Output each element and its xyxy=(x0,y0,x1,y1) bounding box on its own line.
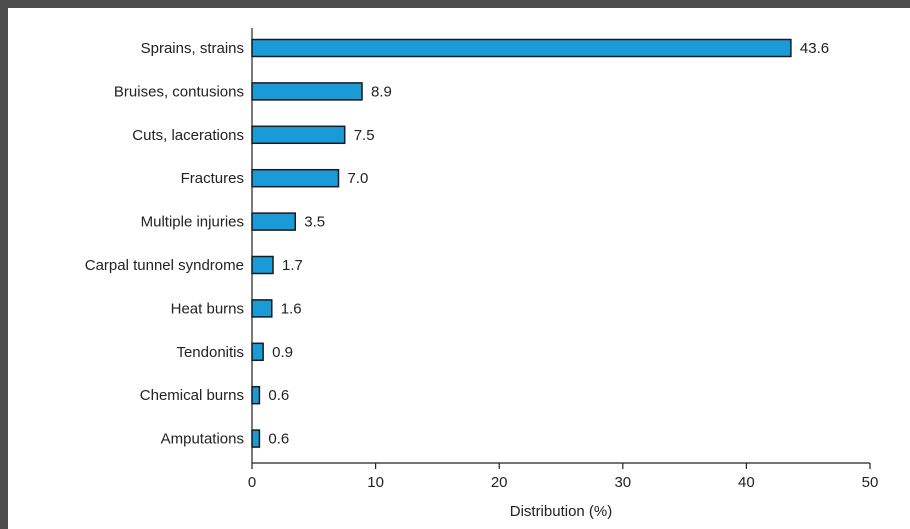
value-label: 1.7 xyxy=(282,257,303,274)
value-label: 1.6 xyxy=(281,300,302,317)
x-axis-title: Distribution (%) xyxy=(510,503,613,520)
category-label: Bruises, contusions xyxy=(114,83,244,100)
x-tick-label: 20 xyxy=(491,474,508,491)
category-label: Amputations xyxy=(161,431,244,448)
x-tick-label: 10 xyxy=(367,474,384,491)
value-label: 0.9 xyxy=(272,344,293,361)
category-label: Multiple injuries xyxy=(141,214,244,231)
value-label: 43.6 xyxy=(800,40,829,57)
value-label: 0.6 xyxy=(268,387,289,404)
x-tick-label: 40 xyxy=(738,474,755,491)
category-labels-group: Sprains, strains Bruises, contusions Cuts,… xyxy=(85,40,244,448)
value-label: 0.6 xyxy=(268,431,289,448)
bar-chart: Sprains, strains Bruises, contusions Cuts,… xyxy=(85,28,879,520)
category-label: Sprains, strains xyxy=(141,40,244,57)
bar xyxy=(251,429,261,448)
bar xyxy=(251,168,340,188)
bar xyxy=(251,125,346,145)
bar xyxy=(251,82,363,101)
bar xyxy=(251,255,274,275)
bars-group xyxy=(251,38,792,448)
x-ticks-group: 0 10 20 30 40 50 xyxy=(248,463,879,491)
category-label: Heat burns xyxy=(171,300,244,317)
bar xyxy=(251,385,261,405)
category-label: Chemical burns xyxy=(140,387,244,404)
value-label: 3.5 xyxy=(304,214,325,231)
value-label: 8.9 xyxy=(371,83,392,100)
category-label: Cuts, lacerations xyxy=(132,127,244,144)
x-tick-label: 50 xyxy=(862,474,879,491)
value-label: 7.5 xyxy=(354,127,375,144)
bar xyxy=(251,38,792,58)
bar xyxy=(251,212,297,231)
x-tick-label: 0 xyxy=(248,474,256,491)
bar xyxy=(251,342,264,362)
value-labels-group: 43.6 8.9 7.5 7.0 3.5 1.7 1.6 0.9 0.6 0.6 xyxy=(268,40,829,448)
chart-frame: Sprains, strains Bruises, contusions Cuts,… xyxy=(8,8,910,529)
category-label: Carpal tunnel syndrome xyxy=(85,257,244,274)
bar xyxy=(251,299,273,318)
category-label: Tendonitis xyxy=(176,344,244,361)
x-tick-label: 30 xyxy=(614,474,631,491)
category-label: Fractures xyxy=(181,170,244,187)
value-label: 7.0 xyxy=(348,170,369,187)
